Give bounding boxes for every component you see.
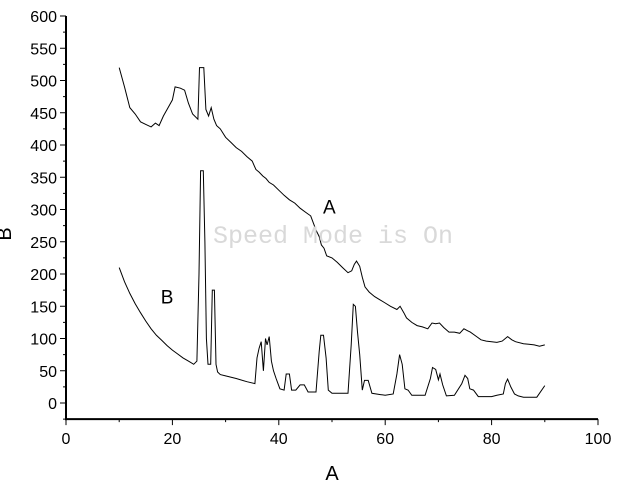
x-tick-label: 60 bbox=[376, 431, 394, 448]
x-tick-label: 40 bbox=[270, 431, 288, 448]
y-tick-label: 100 bbox=[30, 332, 57, 349]
y-tick-label: 50 bbox=[39, 364, 57, 381]
watermark-text: Speed Mode is On bbox=[213, 222, 453, 251]
x-axis-label: A bbox=[325, 463, 339, 485]
annotation-b: B bbox=[161, 288, 174, 309]
y-tick-label: 500 bbox=[30, 74, 57, 91]
y-tick-label: 150 bbox=[30, 299, 57, 316]
series-line-b bbox=[118, 170, 546, 398]
y-tick-label: 300 bbox=[30, 203, 57, 220]
axes: 0 50 100 150 200 250 300 350 400 450 500 550 600 0 20 4… bbox=[30, 9, 611, 448]
x-tick-label: 80 bbox=[483, 431, 501, 448]
y-tick-label: 250 bbox=[30, 235, 57, 252]
x-tick-label: 20 bbox=[164, 431, 182, 448]
y-tick-label: 0 bbox=[48, 396, 57, 413]
y-tick-label: 450 bbox=[30, 106, 57, 123]
series-line-a bbox=[118, 67, 545, 347]
plot-area bbox=[118, 67, 546, 398]
annotation-a: A bbox=[323, 197, 336, 218]
y-tick-label: 400 bbox=[30, 138, 57, 155]
y-tick-label: 200 bbox=[30, 267, 57, 284]
y-axis-label: B bbox=[0, 227, 16, 240]
y-tick-label: 600 bbox=[30, 9, 57, 26]
x-tick-label: 0 bbox=[62, 431, 71, 448]
y-tick-label: 550 bbox=[30, 41, 57, 58]
y-tick-label: 350 bbox=[30, 170, 57, 187]
x-tick-label: 100 bbox=[585, 431, 612, 448]
